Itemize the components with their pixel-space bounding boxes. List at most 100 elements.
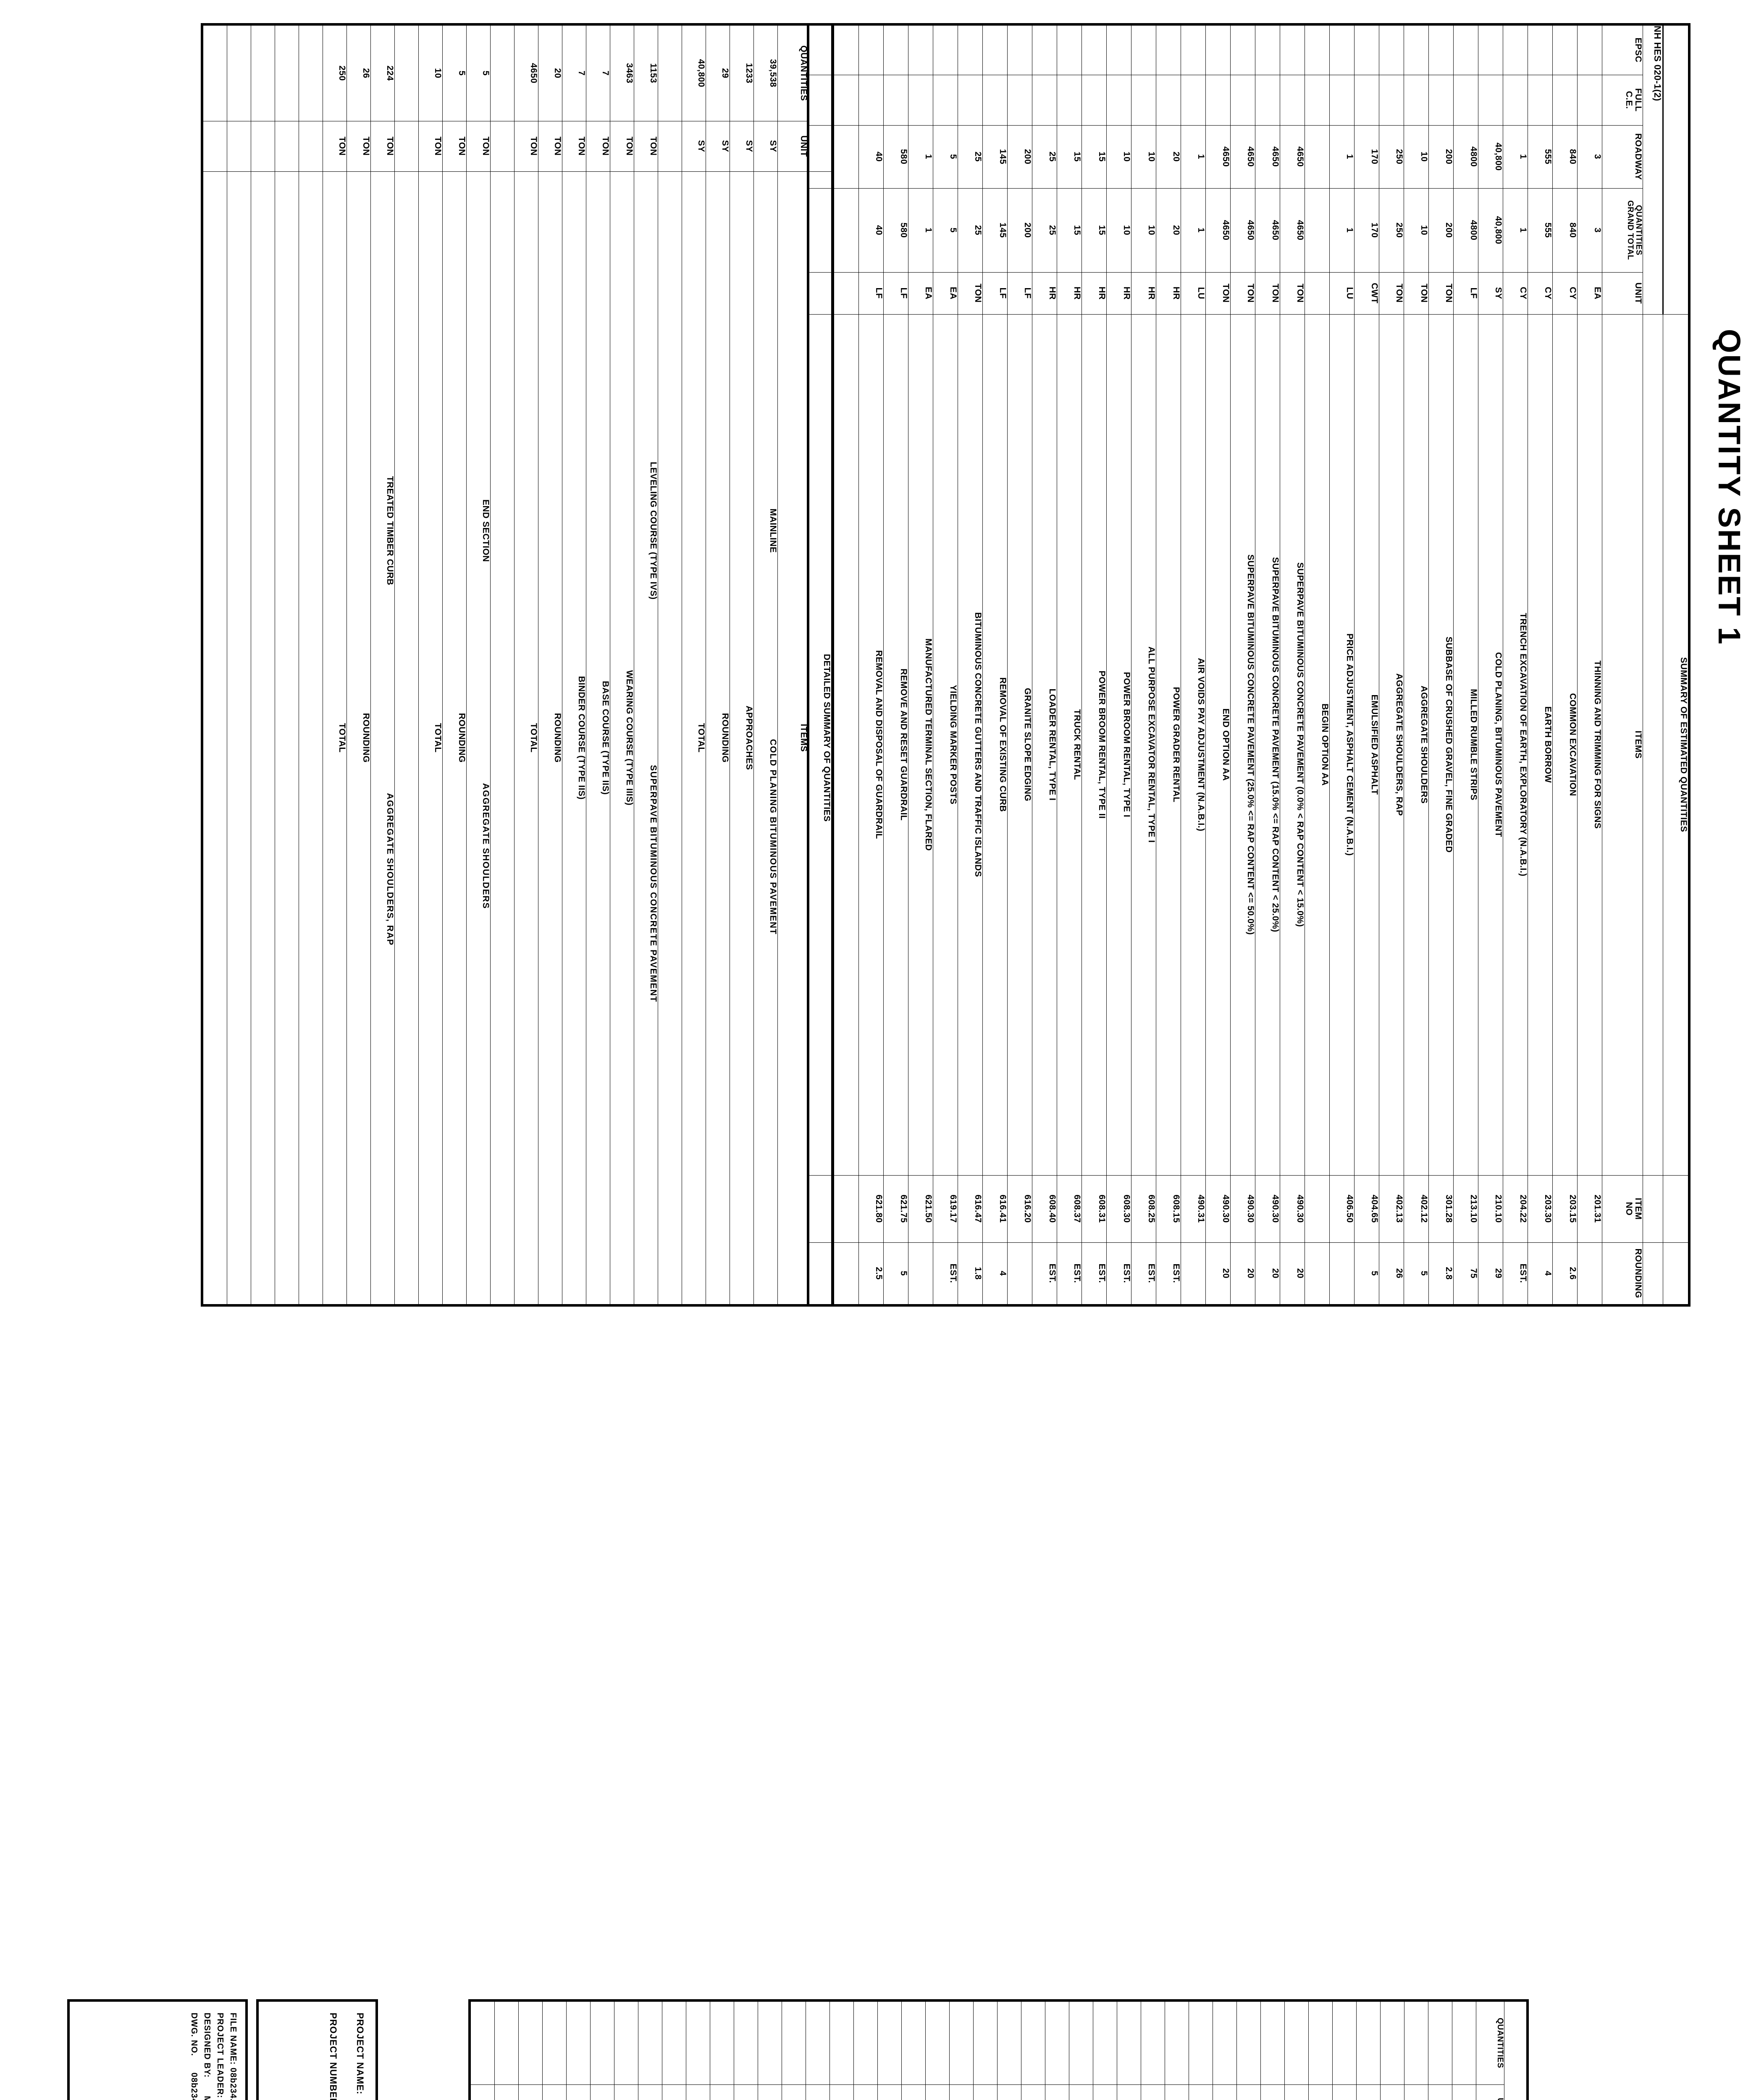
table-row bbox=[662, 2000, 686, 2100]
cell-unit: CY bbox=[1503, 272, 1528, 314]
cell-item-label: END SECTION AGGREGATE SHOULDERS bbox=[466, 171, 491, 1305]
cell-blank bbox=[949, 2000, 974, 2084]
cell-fullce bbox=[1230, 75, 1255, 125]
cell-blank bbox=[1284, 2000, 1309, 2084]
table-row: 4650 4650 TON END OPTION AA 490.30 20 bbox=[1205, 24, 1231, 1305]
cell-quantity: 250 bbox=[323, 24, 347, 121]
cell-blank bbox=[1021, 2000, 1045, 2084]
cell-roadway: 3 bbox=[1577, 125, 1602, 188]
table-row: 20 TON ROUNDING bbox=[538, 24, 562, 1305]
detail-col-quantities: QUANTITIES bbox=[777, 24, 808, 121]
table-row: 1 1 EA MANUFACTURED TERMINAL SECTION, FLARE… bbox=[908, 24, 933, 1305]
file-name-label: FILE NAME: bbox=[228, 2013, 238, 2065]
table-row bbox=[834, 24, 859, 1305]
table-row: 20 20 HR POWER GRADER RENTAL 608.15 EST. bbox=[1156, 24, 1181, 1305]
table-row: 7 TON BINDER COURSE (TYPE IIS) bbox=[562, 24, 586, 1305]
cell-epsc bbox=[1478, 24, 1503, 75]
cell-blank bbox=[202, 171, 227, 1305]
cell-rounding bbox=[1305, 1242, 1330, 1305]
cell-quantity: 40,800 bbox=[682, 24, 706, 121]
table-row bbox=[1308, 2000, 1333, 2100]
cell-rounding: 5 bbox=[1354, 1242, 1379, 1305]
cell-blank bbox=[1117, 2000, 1141, 2084]
cell-itemno: 619.17 bbox=[933, 1175, 958, 1242]
cell-fullce bbox=[1255, 75, 1280, 125]
cell-grandtotal: 840 bbox=[1552, 188, 1578, 272]
detailed-right-header-row: QUANTITIES UNIT ITEMS bbox=[1476, 2000, 1504, 2100]
cell-rounding: EST. bbox=[1082, 1242, 1107, 1305]
cell-blank bbox=[853, 2000, 878, 2084]
cell-rounding bbox=[1181, 1242, 1206, 1305]
cell-blank bbox=[470, 2084, 495, 2100]
cell-roadway: 4650 bbox=[1255, 125, 1280, 188]
cell-fullce bbox=[1552, 75, 1578, 125]
cell-blank bbox=[834, 1175, 859, 1242]
cell-blank bbox=[1356, 2000, 1381, 2084]
cell-grandtotal: 200 bbox=[1007, 188, 1032, 272]
cell-blank bbox=[686, 2000, 710, 2084]
cell-unit: CY bbox=[1528, 272, 1553, 314]
dwg-no-row: DWG. NO. 08b234qs1.i bbox=[189, 2013, 199, 2100]
table-row bbox=[901, 2000, 926, 2100]
table-row: 170 170 CWT EMULSIFIED ASPHALT 404.65 5 bbox=[1354, 24, 1379, 1305]
cell-quantity: 3463 bbox=[610, 24, 634, 121]
cell-unit: TON bbox=[466, 121, 491, 171]
cell-blank bbox=[1236, 2000, 1261, 2084]
cell-itemno: 608.30 bbox=[1106, 1175, 1131, 1242]
cell-roadway: 10 bbox=[1131, 125, 1156, 188]
cell-item: AGGREGATE SHOULDERS, RAP bbox=[1379, 314, 1404, 1175]
cell-quantity: 7 bbox=[586, 24, 610, 121]
summary-caption: SUMMARY OF ESTIMATED QUANTITIES bbox=[1663, 314, 1689, 1175]
table-row bbox=[470, 2000, 495, 2100]
table-row: 5 TON ROUNDING bbox=[442, 24, 467, 1305]
cell-blank bbox=[494, 2084, 519, 2100]
cell-fullce bbox=[1379, 75, 1404, 125]
cell-epsc bbox=[982, 24, 1008, 75]
table-row bbox=[1332, 2000, 1357, 2100]
table-row bbox=[806, 2000, 830, 2100]
table-row bbox=[1356, 2000, 1381, 2100]
cell-blank bbox=[1332, 2000, 1357, 2084]
table-row bbox=[853, 2000, 878, 2100]
cell-item: REMOVAL AND DISPOSAL OF GUARDRAIL bbox=[858, 314, 884, 1175]
table-row bbox=[614, 2000, 638, 2100]
cell-grandtotal bbox=[1305, 188, 1330, 272]
cell-item-label: BASE COURSE (TYPE IIS) bbox=[586, 171, 610, 1305]
cell-item: POWER BROOM RENTAL, TYPE II bbox=[1082, 314, 1107, 1175]
cell-epsc bbox=[1082, 24, 1107, 75]
cell-itemno: 608.40 bbox=[1032, 1175, 1057, 1242]
cell-blank bbox=[1428, 2084, 1452, 2100]
cell-blank bbox=[470, 2000, 495, 2084]
col-items: ITEMS bbox=[1602, 314, 1643, 1175]
cell-rounding bbox=[1577, 1242, 1602, 1305]
table-row bbox=[566, 2000, 591, 2100]
cell-unit: TON bbox=[514, 121, 538, 171]
cell-epsc bbox=[1428, 24, 1454, 75]
cell-fullce bbox=[858, 75, 884, 125]
cell-blank bbox=[1260, 2084, 1285, 2100]
cell-grandtotal: 15 bbox=[1057, 188, 1082, 272]
cell-unit: TON bbox=[1280, 272, 1305, 314]
cell-item: BITUMINOUS CONCRETE GUTTERS AND TRAFFIC … bbox=[958, 314, 983, 1175]
table-row: 10 10 HR POWER BROOM RENTAL, TYPE I 608.30 ES… bbox=[1106, 24, 1131, 1305]
cell-rounding: 20 bbox=[1280, 1242, 1305, 1305]
cell-itemno: 406.50 bbox=[1329, 1175, 1354, 1242]
cell-grandtotal: 555 bbox=[1528, 188, 1553, 272]
table-row bbox=[1213, 2000, 1237, 2100]
cell-grandtotal: 40,800 bbox=[1478, 188, 1503, 272]
cell-unit: TON bbox=[610, 121, 634, 171]
cell-blank bbox=[973, 2084, 998, 2100]
cell-blank bbox=[1069, 2084, 1093, 2100]
table-row: 10 10 TON AGGREGATE SHOULDERS 402.12 5 bbox=[1404, 24, 1429, 1305]
designed-by-value: M.J.M. bbox=[202, 2096, 212, 2100]
cell-blank bbox=[1380, 2084, 1404, 2100]
detail-right-col-quantities: QUANTITIES bbox=[1476, 2000, 1504, 2084]
cell-blank bbox=[1117, 2084, 1141, 2100]
table-row: 1233 SY APPROACHES bbox=[730, 24, 754, 1305]
cell-grandtotal: 10 bbox=[1106, 188, 1131, 272]
cell-quantity: 224 bbox=[370, 24, 395, 121]
detail-row-label: LEVELING COURSE (TYPE IVS) bbox=[648, 462, 658, 600]
cell-unit: HR bbox=[1057, 272, 1082, 314]
cell-grandtotal: 250 bbox=[1379, 188, 1404, 272]
project-name-label: PROJECT NAME: bbox=[355, 2013, 365, 2095]
